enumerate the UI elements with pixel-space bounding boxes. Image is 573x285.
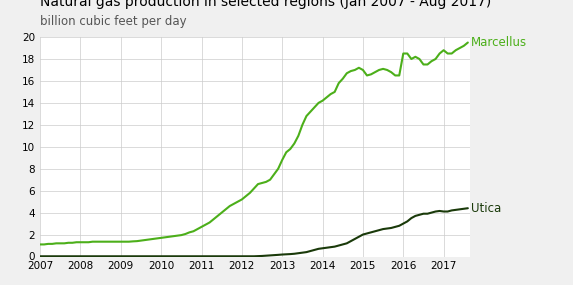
Text: Utica: Utica [471,202,501,215]
Text: Marcellus: Marcellus [471,36,527,49]
Text: Natural gas production in selected regions (Jan 2007 - Aug 2017): Natural gas production in selected regio… [40,0,492,9]
Text: billion cubic feet per day: billion cubic feet per day [40,15,187,28]
